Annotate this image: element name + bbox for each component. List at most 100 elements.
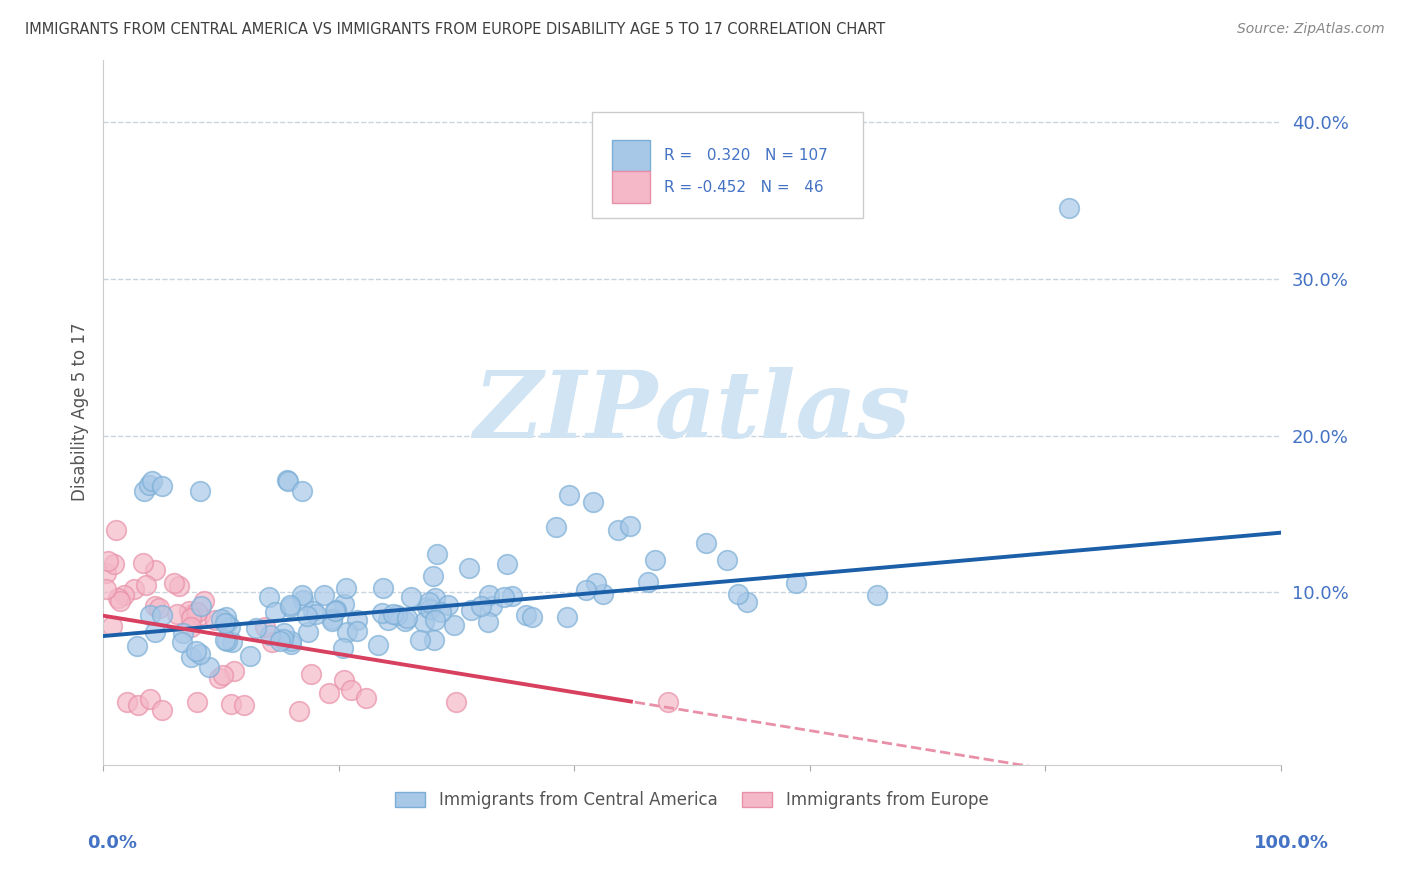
Point <box>297 624 319 639</box>
Point <box>423 633 446 648</box>
Point <box>290 484 312 499</box>
Point <box>112 588 135 602</box>
Point <box>188 648 211 662</box>
Point <box>460 602 482 616</box>
Point <box>172 626 194 640</box>
Point <box>186 605 208 619</box>
Point <box>115 695 138 709</box>
Point <box>219 697 242 711</box>
Point <box>302 604 325 618</box>
Point <box>385 607 408 622</box>
Point <box>186 695 208 709</box>
Point <box>221 635 243 649</box>
Point <box>139 608 162 623</box>
Point <box>245 621 267 635</box>
Point <box>333 673 356 688</box>
Point <box>211 668 233 682</box>
Point <box>426 547 449 561</box>
Point <box>371 606 394 620</box>
FancyBboxPatch shape <box>612 171 650 202</box>
Point <box>557 610 579 624</box>
Point <box>180 650 202 665</box>
Point <box>198 660 221 674</box>
Text: 100.0%: 100.0% <box>1254 834 1329 852</box>
Point <box>695 536 717 550</box>
Point <box>166 607 188 621</box>
Point <box>418 595 440 609</box>
Point <box>184 643 207 657</box>
Point <box>122 582 145 597</box>
Point <box>866 588 889 602</box>
Point <box>377 613 399 627</box>
Point <box>335 581 357 595</box>
Point <box>657 695 679 709</box>
Point <box>544 520 567 534</box>
Point <box>323 604 346 618</box>
Point <box>217 615 239 630</box>
Point <box>280 636 302 650</box>
Point <box>422 568 444 582</box>
Point <box>104 523 127 537</box>
Point <box>592 587 614 601</box>
Point <box>132 484 155 499</box>
Point <box>278 598 301 612</box>
Point <box>139 691 162 706</box>
Point <box>619 519 641 533</box>
Legend: Immigrants from Central America, Immigrants from Europe: Immigrants from Central America, Immigra… <box>388 785 995 816</box>
Point <box>103 558 125 572</box>
Point <box>214 632 236 647</box>
Point <box>333 597 356 611</box>
Point <box>172 634 194 648</box>
Point <box>107 591 129 605</box>
Point <box>141 474 163 488</box>
Point <box>346 613 368 627</box>
Point <box>263 606 285 620</box>
Point <box>253 620 276 634</box>
Point <box>219 620 242 634</box>
Point <box>127 698 149 712</box>
Point <box>132 557 155 571</box>
Point <box>423 614 446 628</box>
Point <box>215 610 238 624</box>
Text: 0.0%: 0.0% <box>87 834 138 852</box>
Point <box>295 609 318 624</box>
Point <box>325 603 347 617</box>
Point <box>288 705 311 719</box>
Point <box>150 479 173 493</box>
Point <box>143 563 166 577</box>
Point <box>143 624 166 639</box>
Point <box>276 473 298 487</box>
Point <box>585 576 607 591</box>
Point <box>373 582 395 596</box>
Point <box>278 600 301 615</box>
Point <box>143 599 166 614</box>
Point <box>312 588 335 602</box>
Point <box>409 632 432 647</box>
Point <box>239 648 262 663</box>
FancyBboxPatch shape <box>612 140 650 171</box>
Point <box>318 686 340 700</box>
Point <box>209 612 232 626</box>
Point <box>495 557 517 571</box>
Text: IMMIGRANTS FROM CENTRAL AMERICA VS IMMIGRANTS FROM EUROPE DISABILITY AGE 5 TO 17: IMMIGRANTS FROM CENTRAL AMERICA VS IMMIG… <box>25 22 886 37</box>
Point <box>501 589 523 603</box>
Point <box>233 698 256 712</box>
Point <box>271 632 294 646</box>
Point <box>321 614 343 628</box>
Point <box>470 599 492 614</box>
Point <box>401 591 423 605</box>
Point <box>413 615 436 629</box>
Point <box>273 626 295 640</box>
Text: Source: ZipAtlas.com: Source: ZipAtlas.com <box>1237 22 1385 37</box>
Point <box>108 594 131 608</box>
Point <box>332 641 354 656</box>
Point <box>478 588 501 602</box>
Point <box>457 560 479 574</box>
Point <box>259 628 281 642</box>
Point <box>163 575 186 590</box>
Point <box>188 483 211 498</box>
Point <box>204 613 226 627</box>
Point <box>644 553 666 567</box>
Point <box>207 671 229 685</box>
Point <box>492 590 515 604</box>
